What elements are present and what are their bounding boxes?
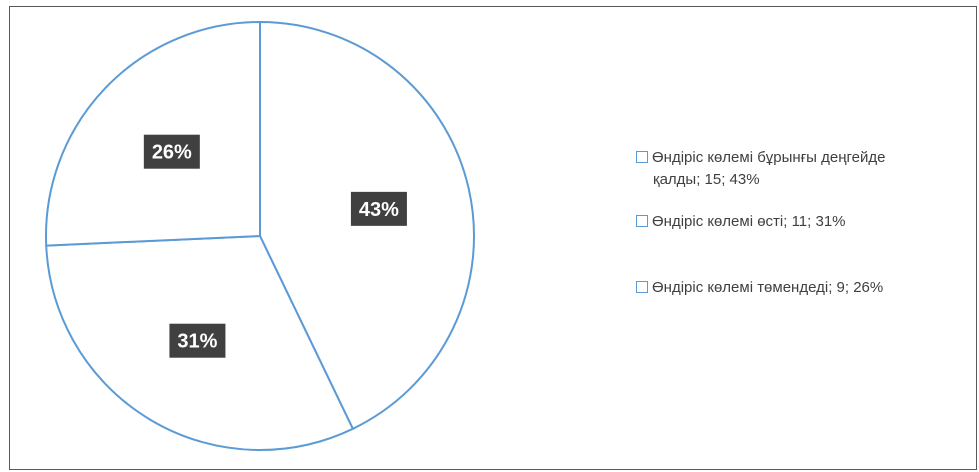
slice-decreased — [45, 20, 261, 247]
legend-swatch-icon — [636, 151, 648, 164]
legend-label: Өндіріс көлемі төмендеді; 9; 26% — [652, 279, 884, 297]
data-label-box — [143, 134, 200, 169]
legend-item-decreased: Өндіріс көлемі төмендеді; 9; 26% — [636, 277, 976, 299]
legend-label: Өндіріс көлемі бұрынғы деңгейде — [652, 149, 886, 167]
legend-swatch-icon — [636, 281, 648, 294]
data-label-box — [169, 323, 226, 358]
data-label-1: 43% — [350, 191, 407, 226]
data-label-3: 26% — [143, 134, 200, 169]
chart-frame: 43% 31% 26% Өндіріс көлемі бұрынғы деңгейд… — [9, 6, 977, 470]
legend-label-continued: қалды; 15; 43% — [653, 171, 760, 189]
data-label-2: 31% — [169, 323, 226, 358]
data-label-text: 26% — [152, 142, 192, 164]
data-label-text: 31% — [177, 331, 217, 353]
data-label-box — [350, 191, 407, 226]
legend-label: Өндіріс көлемі өсті; 11; 31% — [652, 213, 846, 231]
pie-chart: 43% 31% 26% — [45, 20, 475, 451]
legend-swatch-icon — [636, 215, 648, 228]
data-label-text: 43% — [359, 199, 399, 221]
legend-item-same-level: Өндіріс көлемі бұрынғы деңгейде қалды; 1… — [636, 147, 976, 191]
legend-item-increased: Өндіріс көлемі өсті; 11; 31% — [636, 211, 976, 233]
